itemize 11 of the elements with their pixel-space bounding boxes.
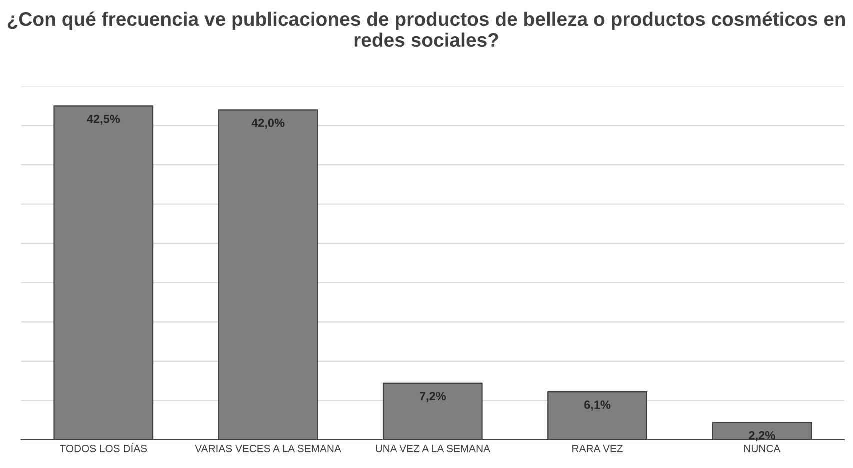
x-tick-label: RARA VEZ — [572, 445, 623, 452]
x-tick-label: VARIAS VECES A LA SEMANA — [195, 445, 342, 452]
chart-title: ¿Con qué frecuencia ve publicaciones de productos de belleza o productos cosméticos en redes sociales? — [8, 12, 846, 48]
x-tick-label: UNA VEZ A LA SEMANA — [376, 445, 490, 452]
x-tick-label: TODOS LOS DÍAS — [60, 443, 148, 452]
data-label: 7,2% — [420, 392, 446, 402]
data-label: 6,1% — [584, 400, 611, 411]
data-label: 42,5% — [87, 114, 120, 126]
x-tick-label: NUNCA — [744, 445, 781, 452]
data-label: 2,2% — [749, 431, 776, 442]
data-label: 42,0% — [252, 118, 285, 129]
